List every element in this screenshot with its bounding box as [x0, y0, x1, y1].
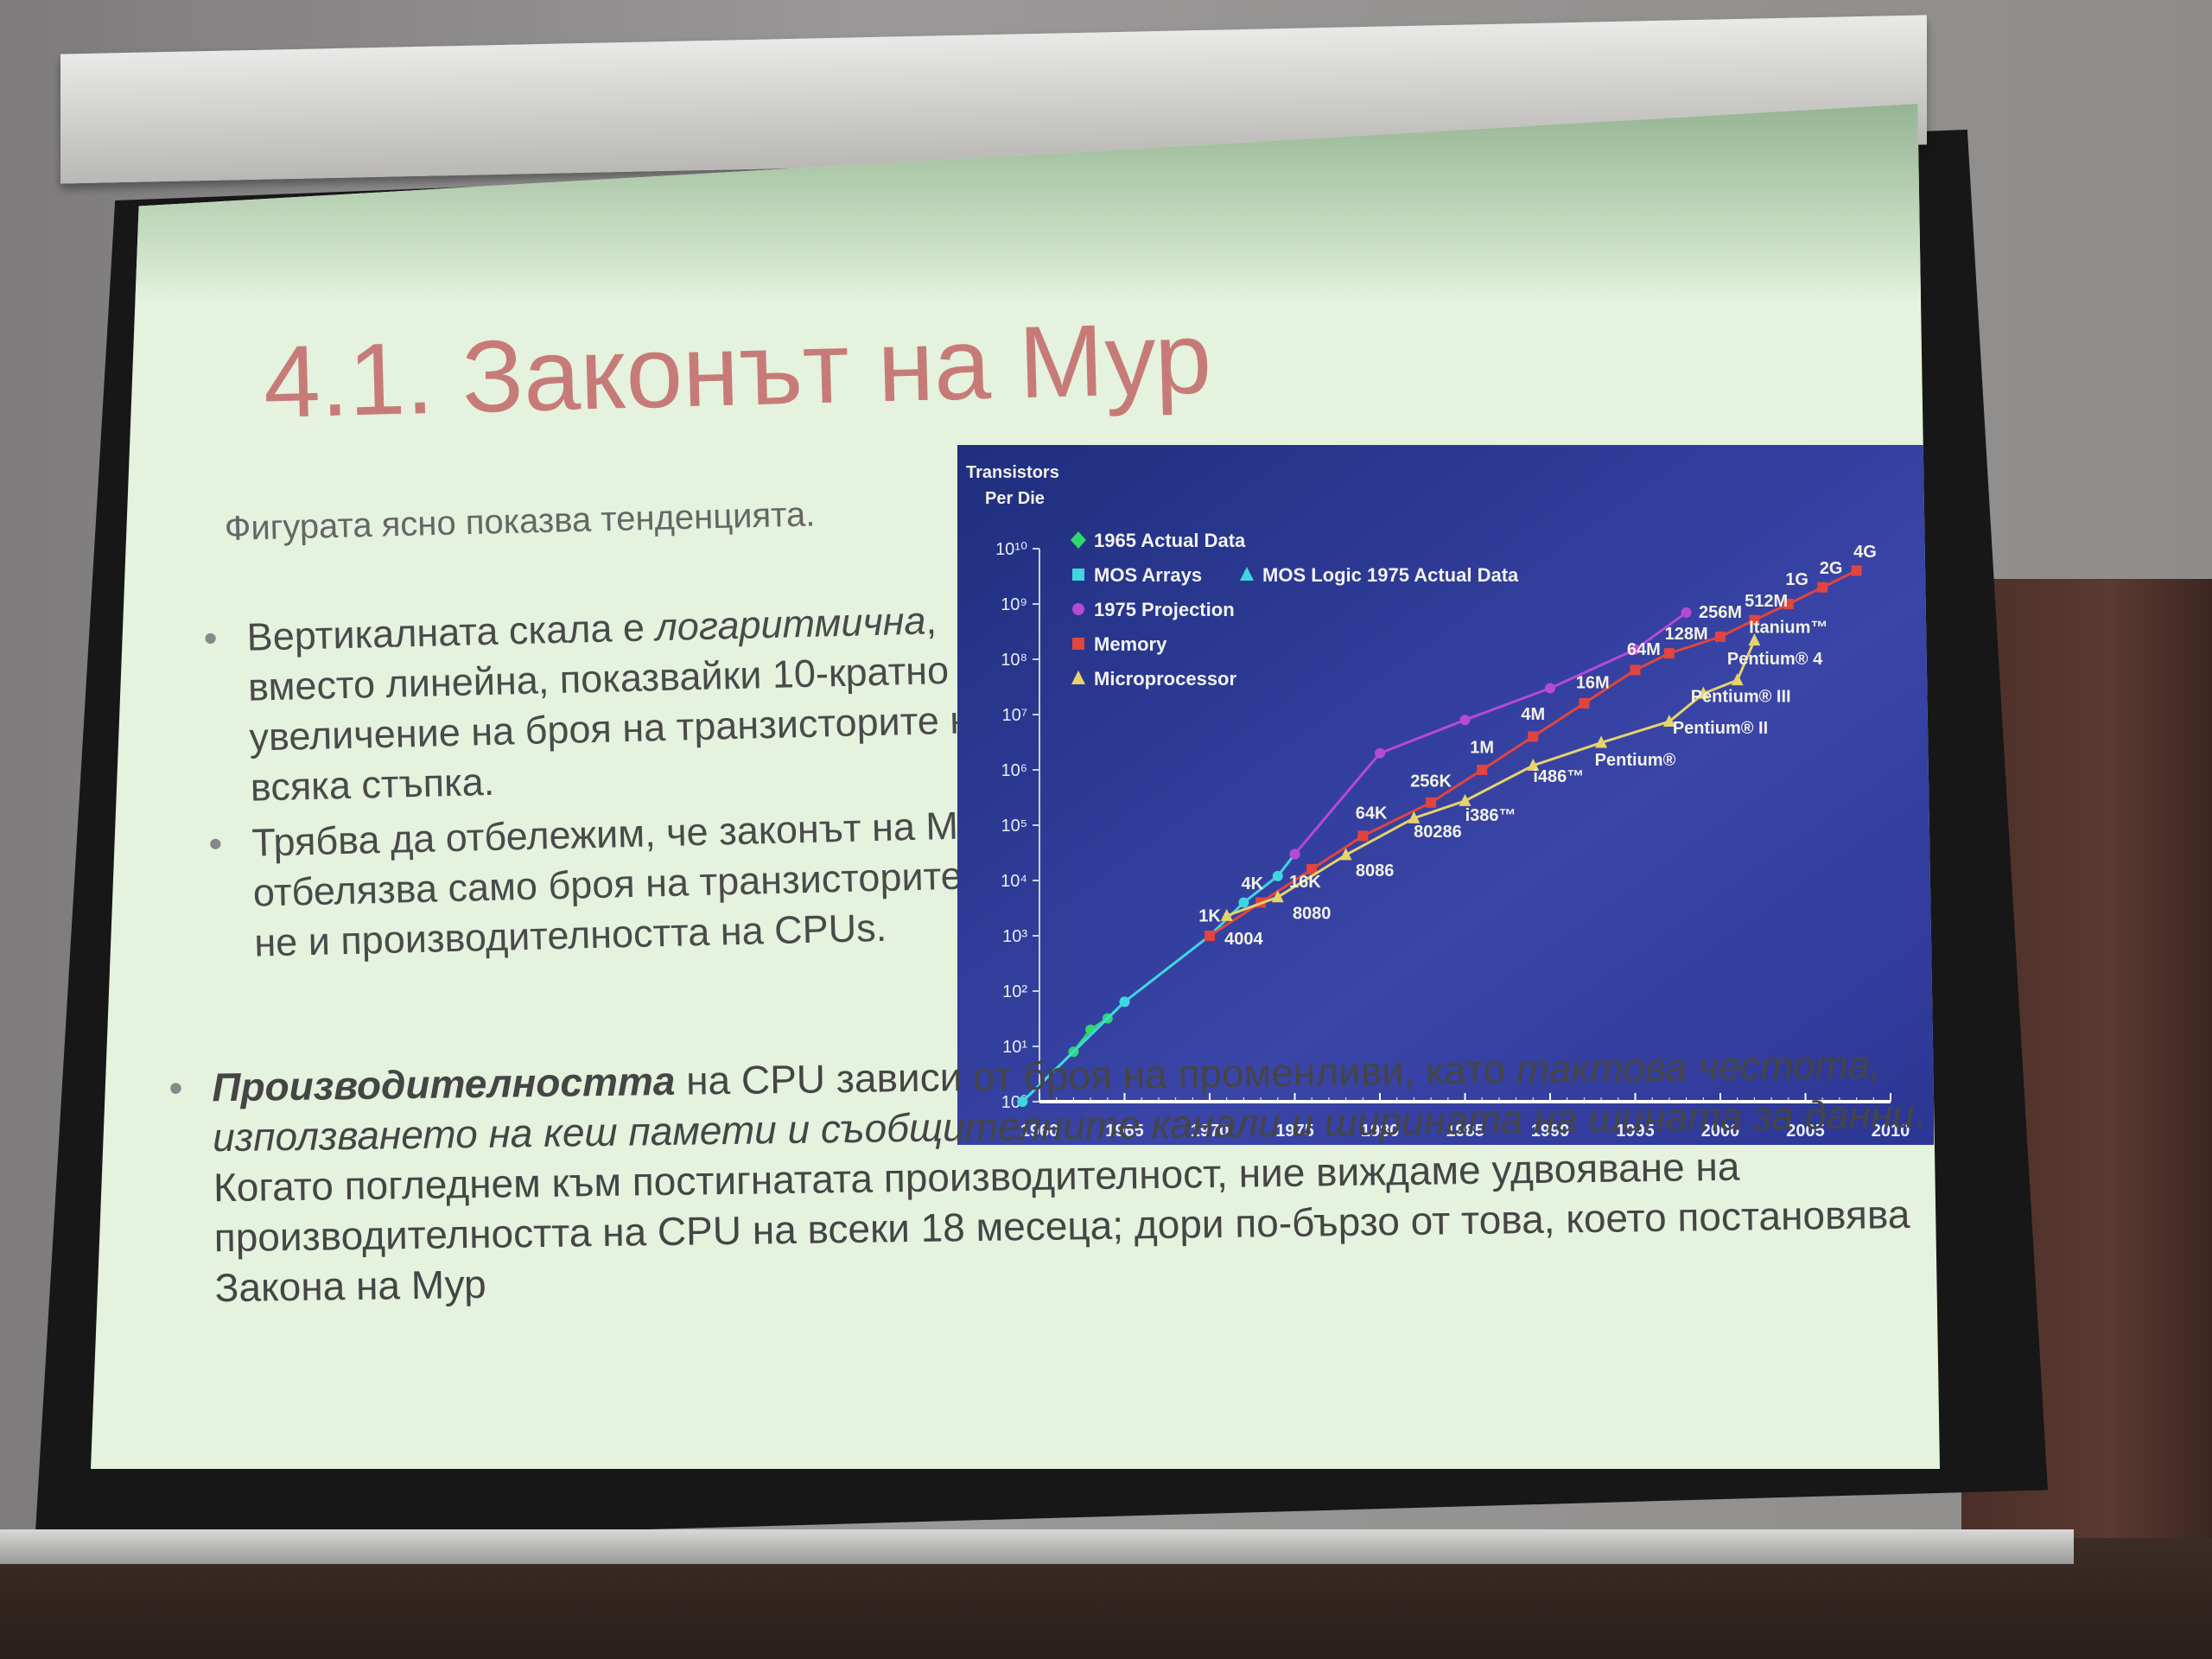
data-point-micro — [1748, 633, 1761, 646]
data-point-projection — [1289, 849, 1300, 860]
data-point-memory — [1817, 582, 1828, 593]
data-point-projection — [1545, 683, 1555, 694]
chart-background — [957, 445, 1934, 1145]
bullet-transistor-count: Трябва да отбележим, че законът на Мур о… — [208, 799, 1015, 969]
data-label: i386™ — [1465, 806, 1516, 825]
legend-label: Memory — [1094, 633, 1167, 655]
data-label: 512M — [1745, 592, 1788, 611]
bullet-performance-part1: на CPU зависи от броя на променливи, кат… — [675, 1046, 1517, 1103]
legend-label: MOS Arrays — [1094, 564, 1202, 586]
legend-marker — [1071, 531, 1086, 549]
legend-marker — [1072, 638, 1084, 650]
slide-bottom-bullet: Производителността на CPU зависи от броя… — [168, 1038, 1940, 1313]
y-axis-title-line1: Transistors — [966, 463, 1059, 482]
data-point-memory — [1749, 614, 1760, 626]
data-point-projection — [1630, 644, 1641, 655]
data-label: 1K — [1198, 907, 1221, 926]
legend-label: Microprocessor — [1094, 668, 1236, 690]
data-label: 4G — [1853, 543, 1877, 562]
data-label: 64M — [1627, 640, 1661, 659]
data-label: Pentium® II — [1673, 719, 1768, 738]
data-point-micro — [1662, 714, 1675, 727]
data-label: 128M — [1665, 625, 1708, 644]
data-label: 256M — [1699, 603, 1742, 622]
data-point-memory — [1528, 731, 1539, 742]
data-label: Pentium® 4 — [1727, 650, 1823, 669]
data-label: 80286 — [1414, 823, 1462, 842]
series-line-projection — [1294, 611, 1688, 855]
data-point-micro — [1220, 908, 1233, 921]
y-tick-label: 10⁵ — [1001, 817, 1027, 836]
legend-marker — [1072, 569, 1084, 581]
data-point-memory — [1783, 599, 1794, 609]
data-point-mos — [1272, 870, 1283, 881]
data-point-memory — [1630, 664, 1641, 676]
legend-label: MOS Logic 1975 Actual Data — [1262, 564, 1519, 586]
data-point-micro — [1339, 848, 1352, 861]
data-point-memory — [1426, 797, 1437, 808]
y-axis-title-line2: Per Die — [985, 489, 1045, 508]
data-point-micro — [1271, 890, 1284, 903]
data-point-micro — [1459, 793, 1471, 806]
data-label: i486™ — [1533, 767, 1584, 786]
legend-marker — [1072, 603, 1084, 615]
legend-marker — [1071, 671, 1085, 684]
bullet-performance: Производителността на CPU зависи от броя… — [168, 1038, 1940, 1313]
data-label: 4004 — [1224, 930, 1263, 949]
data-label: 256K — [1410, 772, 1452, 791]
data-point-micro — [1697, 686, 1710, 699]
y-tick-label: 10⁹ — [1001, 595, 1027, 614]
data-point-memory — [1715, 631, 1726, 642]
bullet-log-scale: Вертикалната скала е логаритмична, вмест… — [203, 594, 1011, 814]
data-point-memory — [1579, 697, 1590, 709]
data-label: Itanium™ — [1749, 618, 1827, 637]
data-point-memory — [1477, 765, 1488, 775]
data-point-mos — [1119, 996, 1130, 1007]
y-tick-label: 10⁷ — [1002, 706, 1027, 725]
data-label: 8080 — [1293, 905, 1332, 924]
y-tick-label: 10⁶ — [1001, 761, 1027, 780]
bullet-performance-strong: Производителността — [212, 1058, 676, 1110]
data-label: 16K — [1289, 873, 1321, 892]
data-point-memory — [1306, 863, 1318, 874]
data-label: 1G — [1785, 570, 1808, 589]
data-label: 64K — [1356, 804, 1388, 823]
projected-slide: 4.1. Законът на Мур Фигурата ясно показв… — [91, 104, 1940, 1469]
data-label: 4M — [1521, 705, 1545, 724]
slide-bullet-list: Вертикалната скала е логаритмична, вмест… — [203, 594, 1015, 975]
data-point-memory — [1663, 648, 1675, 659]
data-point-micro — [1527, 758, 1540, 771]
data-label: 16M — [1576, 673, 1610, 692]
data-label: Pentium® — [1595, 751, 1676, 770]
bullet-log-scale-emphasis: логаритмична — [654, 598, 927, 650]
legend-label: 1975 Projection — [1094, 599, 1235, 620]
data-label: 4K — [1241, 874, 1263, 893]
data-point-projection — [1459, 715, 1471, 726]
y-tick-label: 10² — [1002, 982, 1027, 1001]
data-point-memory — [1205, 931, 1215, 941]
y-tick-label: 10¹⁰ — [995, 540, 1027, 559]
data-point-memory — [1851, 565, 1862, 576]
data-point-micro — [1595, 735, 1608, 748]
bullet-log-scale-part1: Вертикалната скала е — [246, 605, 645, 659]
legend-marker — [1240, 567, 1254, 581]
data-label: Pentium® III — [1691, 687, 1791, 706]
y-tick-label: 10³ — [1002, 927, 1027, 946]
data-point-mos — [1238, 897, 1249, 908]
data-point-memory — [1357, 830, 1369, 842]
data-label: 2G — [1820, 559, 1843, 578]
legend-label: 1965 Actual Data — [1094, 530, 1246, 551]
data-point-projection — [1375, 747, 1385, 759]
data-point-micro — [1731, 673, 1744, 686]
slide-title: 4.1. Законът на Мур — [262, 301, 1213, 440]
y-tick-label: 10⁴ — [1001, 872, 1027, 891]
data-label: 1M — [1470, 739, 1494, 758]
data-point-projection — [1681, 607, 1692, 618]
data-label: 8086 — [1356, 861, 1395, 880]
y-tick-label: 10⁸ — [1001, 651, 1027, 670]
data-point-micro — [1408, 810, 1421, 823]
slide-intro-text: Фигурата ясно показва тенденцията. — [224, 495, 816, 548]
screen-bottom-bar — [0, 1529, 2074, 1564]
